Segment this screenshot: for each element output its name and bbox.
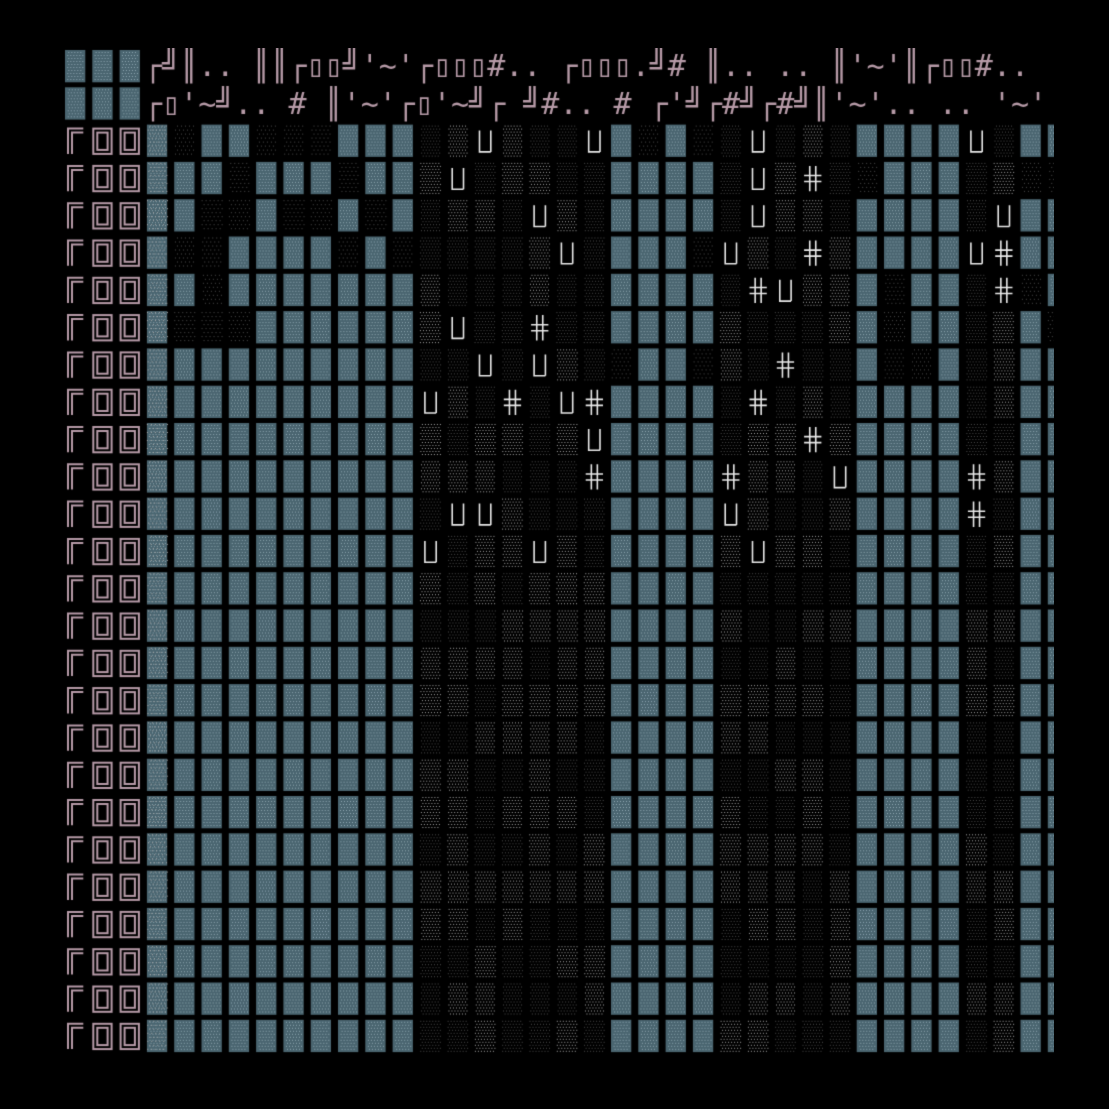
ascii-art-canvas xyxy=(62,48,1054,1054)
ascii-art-frame xyxy=(62,48,1054,1054)
